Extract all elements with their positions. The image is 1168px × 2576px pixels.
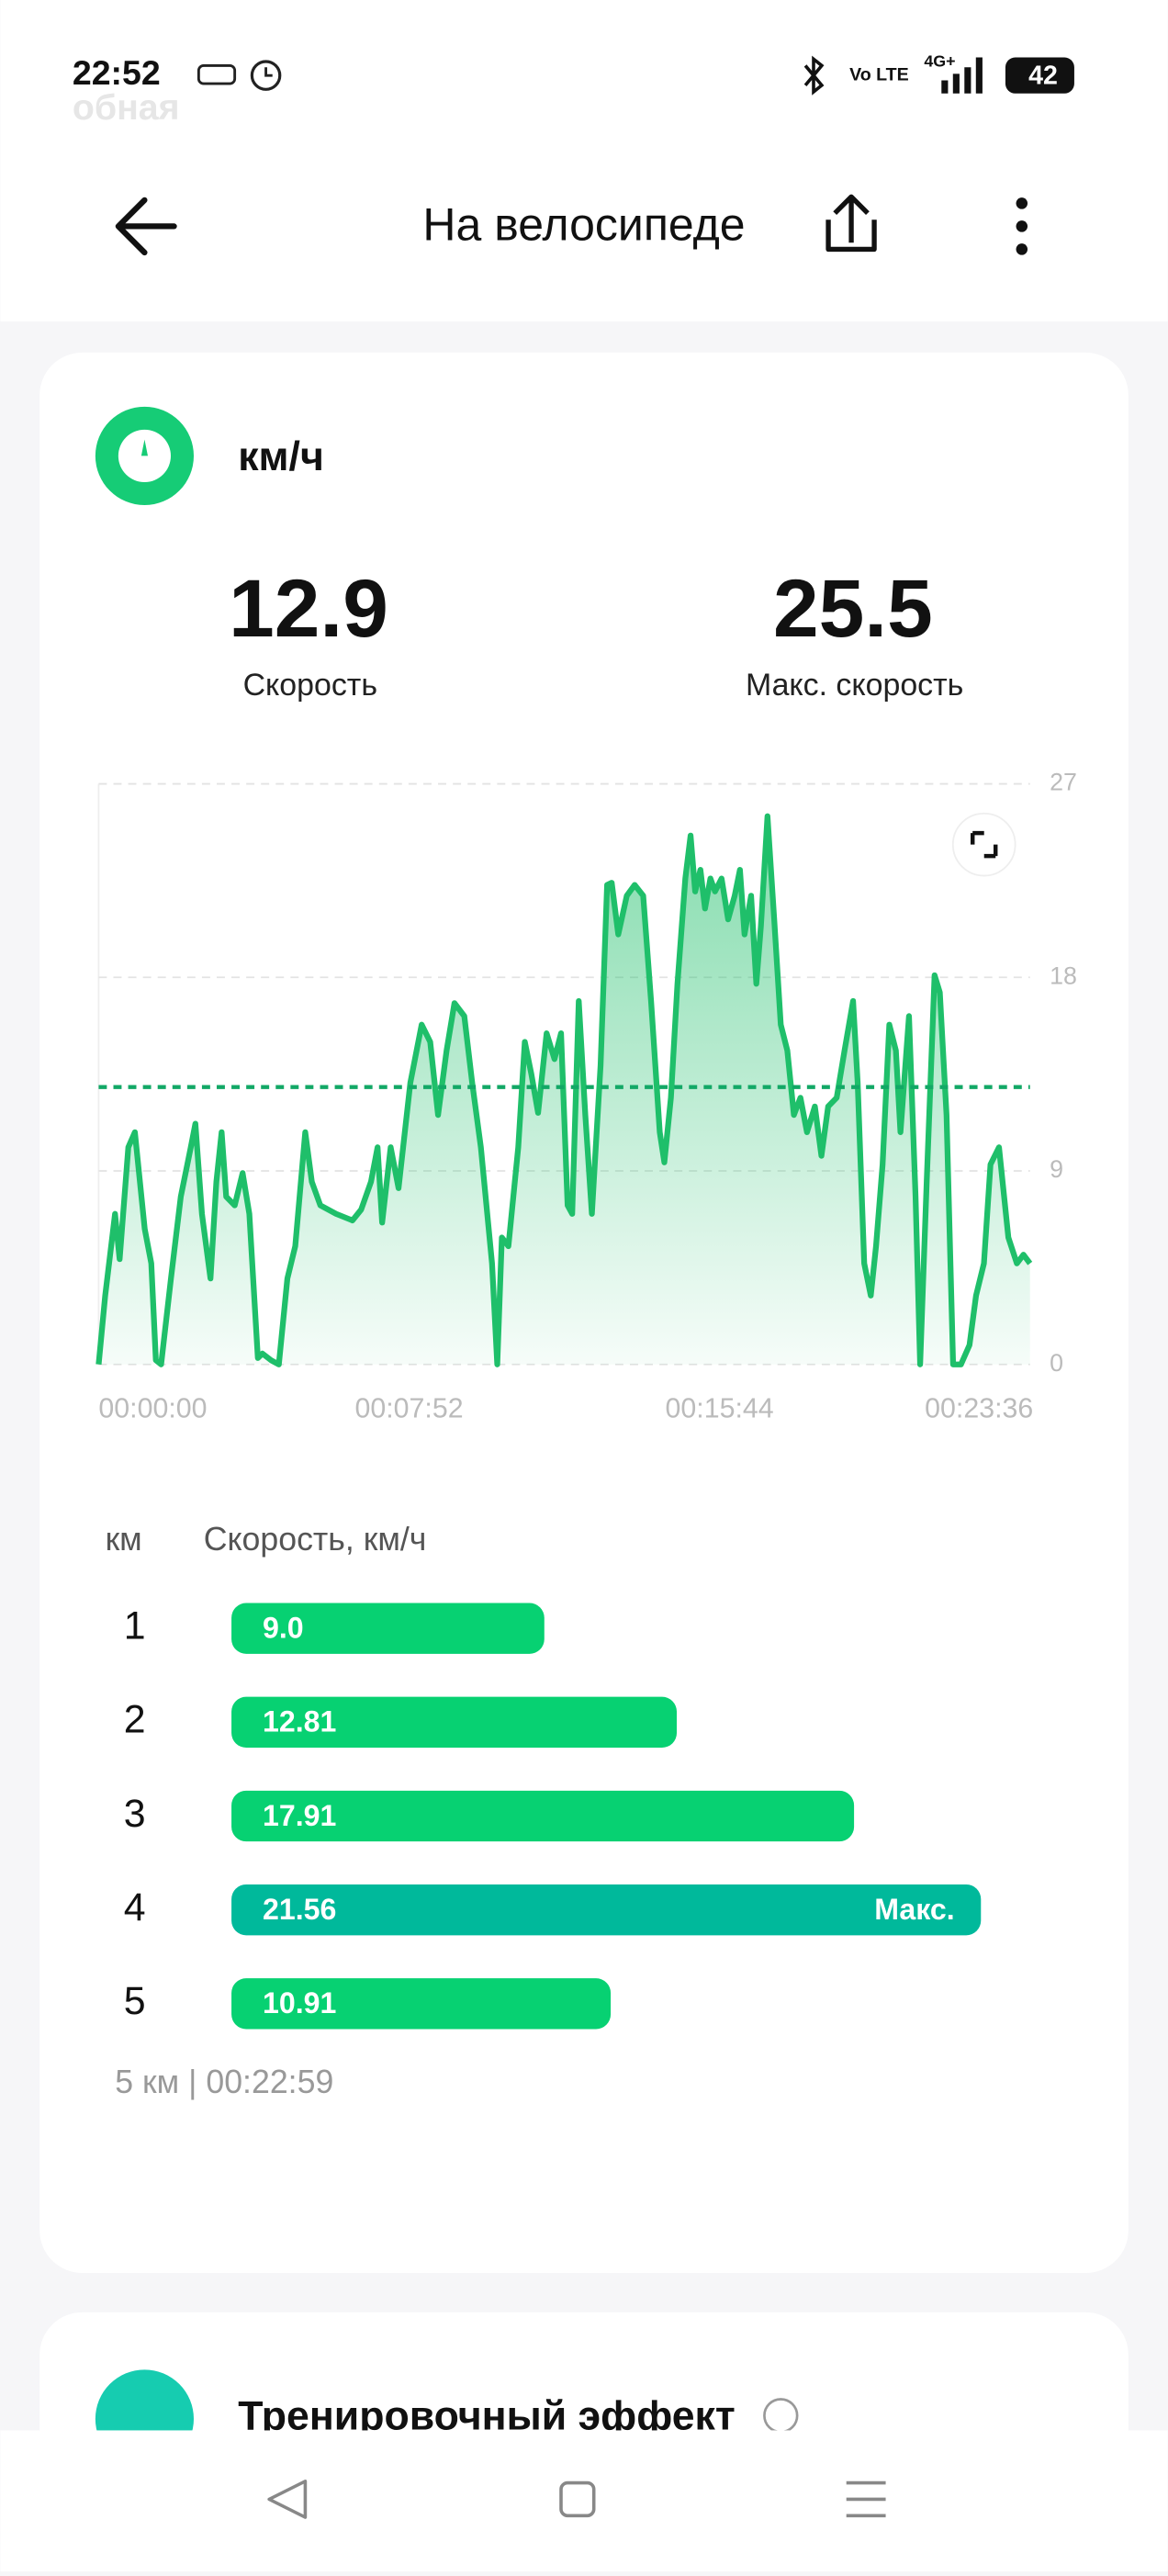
speed-header: Скорость, км/ч	[204, 1521, 427, 1558]
speed-icon-needle	[140, 439, 148, 456]
menu-button[interactable]	[1016, 197, 1028, 255]
battery-level: 42	[1028, 61, 1058, 90]
bar	[231, 1696, 678, 1749]
volte: Vo LTE	[849, 64, 909, 84]
battery-icon	[1005, 57, 1074, 94]
x-tick-label: 00:07:52	[354, 1394, 463, 1424]
nav-menu[interactable]	[846, 2480, 886, 2518]
splits-summary: 5 км | 00:22:59	[115, 2064, 333, 2100]
max-label: Макс.	[874, 1893, 954, 1926]
max-speed-value: 25.5	[773, 562, 933, 654]
alarm-hand	[264, 67, 273, 77]
km-number: 2	[124, 1698, 146, 1742]
bluetooth-icon	[803, 55, 825, 96]
page-title: На велосипеде	[422, 198, 745, 250]
bar	[231, 1790, 855, 1842]
status-icon	[197, 64, 237, 85]
area	[98, 816, 1030, 1365]
bar	[231, 1884, 982, 1936]
km-number: 3	[124, 1792, 146, 1836]
nav-bar	[0, 2430, 1168, 2571]
bar-value: 21.56	[263, 1893, 336, 1926]
y-tick-label: 9	[1050, 1155, 1063, 1183]
km-number: 1	[124, 1604, 146, 1648]
network-type: 4G+	[924, 52, 955, 71]
alarm-icon	[250, 60, 282, 91]
back-button[interactable]	[115, 197, 177, 256]
signal-icon	[941, 57, 983, 94]
nav-home[interactable]	[559, 2480, 596, 2518]
bar	[231, 1603, 545, 1654]
top-area	[0, 0, 1168, 321]
nav-back[interactable]	[267, 2480, 308, 2519]
bar-value: 17.91	[263, 1799, 336, 1832]
x-tick-label: 00:00:00	[98, 1394, 207, 1424]
km-number: 4	[124, 1885, 146, 1929]
bar-value: 9.0	[263, 1611, 304, 1644]
y-tick-label: 0	[1050, 1349, 1063, 1377]
speed-caption: Скорость	[243, 668, 377, 703]
y-tick-label: 18	[1050, 962, 1077, 989]
speed-value: 12.9	[229, 562, 388, 654]
bar-value: 12.81	[263, 1705, 336, 1738]
max-speed-caption: Макс. скорость	[746, 668, 963, 703]
bar	[231, 1978, 612, 2030]
y-tick-label: 27	[1050, 769, 1077, 796]
x-tick-label: 00:23:36	[925, 1394, 1033, 1424]
unit-label: км/ч	[238, 434, 324, 479]
x-tick-label: 00:15:44	[666, 1394, 774, 1424]
expand-icon	[970, 830, 998, 859]
ghost-text: обная	[73, 87, 180, 128]
clock: 22:52	[73, 53, 161, 92]
line	[95, 813, 1033, 1367]
km-header: км	[106, 1521, 142, 1558]
expand-button[interactable]	[951, 812, 1016, 877]
share-button[interactable]	[825, 194, 877, 253]
km-number: 5	[124, 1979, 146, 2023]
bar-value: 10.91	[263, 1986, 336, 2019]
